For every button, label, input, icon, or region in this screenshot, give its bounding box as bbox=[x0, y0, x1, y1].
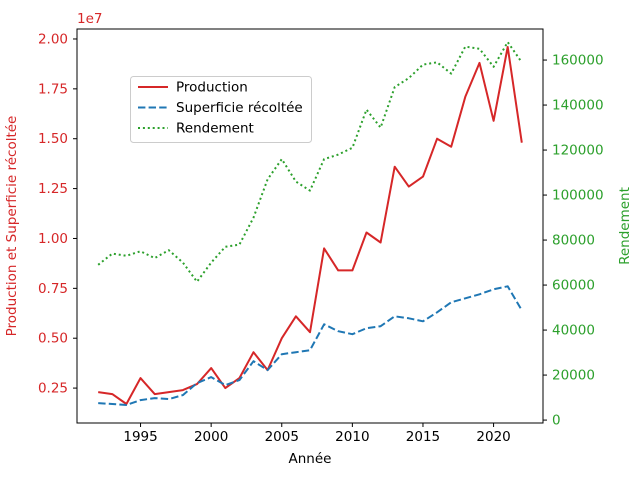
y-axis-label-right: Rendement bbox=[617, 187, 633, 265]
left-tick-label: 1.25 bbox=[38, 181, 68, 197]
series-line-dashed bbox=[98, 285, 523, 406]
x-tick-label: 2000 bbox=[194, 429, 228, 445]
plot-frame bbox=[76, 28, 544, 424]
y-axis-label-left: Production et Superficie récoltée bbox=[4, 116, 20, 337]
left-tick-label: 1.75 bbox=[38, 81, 68, 97]
x-tick-label: 1995 bbox=[123, 429, 157, 445]
legend-label: Production bbox=[176, 80, 248, 96]
left-tick-label: 1.00 bbox=[38, 231, 68, 247]
left-tick-label: 0.50 bbox=[38, 331, 68, 347]
series-layer bbox=[97, 41, 523, 406]
legend: Production Superficie récoltée Rendement bbox=[130, 76, 312, 143]
right-tick-label: 140000 bbox=[552, 98, 604, 114]
right-tick-label: 60000 bbox=[552, 278, 595, 294]
left-tick-label: 1.50 bbox=[38, 131, 68, 147]
legend-box bbox=[130, 76, 312, 143]
series-line-solid bbox=[98, 46, 523, 405]
right-tick-label: 100000 bbox=[552, 188, 604, 204]
right-tick-label: 80000 bbox=[552, 233, 595, 249]
axes-layer: 1995 2000 2005 2010 2015 2020 0.25 0.50 0.75 1.00… bbox=[38, 28, 604, 445]
left-tick-label: 0.75 bbox=[38, 281, 68, 297]
legend-label: Superficie récoltée bbox=[176, 100, 303, 116]
right-tick-label: 0 bbox=[552, 413, 561, 429]
right-tick-label: 20000 bbox=[552, 368, 595, 384]
right-tick-label: 40000 bbox=[552, 323, 595, 339]
left-axis-offset-text: 1e7 bbox=[77, 11, 102, 27]
left-tick-label: 2.00 bbox=[38, 31, 68, 47]
x-axis-label: Année bbox=[289, 451, 332, 467]
x-tick-label: 2015 bbox=[406, 429, 440, 445]
x-tick-label: 2010 bbox=[335, 429, 369, 445]
right-tick-label: 120000 bbox=[552, 143, 604, 159]
series-line-dotted bbox=[97, 41, 523, 283]
legend-label: Rendement bbox=[176, 121, 254, 137]
x-tick-label: 2005 bbox=[265, 429, 299, 445]
left-tick-label: 0.25 bbox=[38, 381, 68, 397]
right-tick-label: 160000 bbox=[552, 53, 604, 69]
x-tick-label: 2020 bbox=[476, 429, 510, 445]
